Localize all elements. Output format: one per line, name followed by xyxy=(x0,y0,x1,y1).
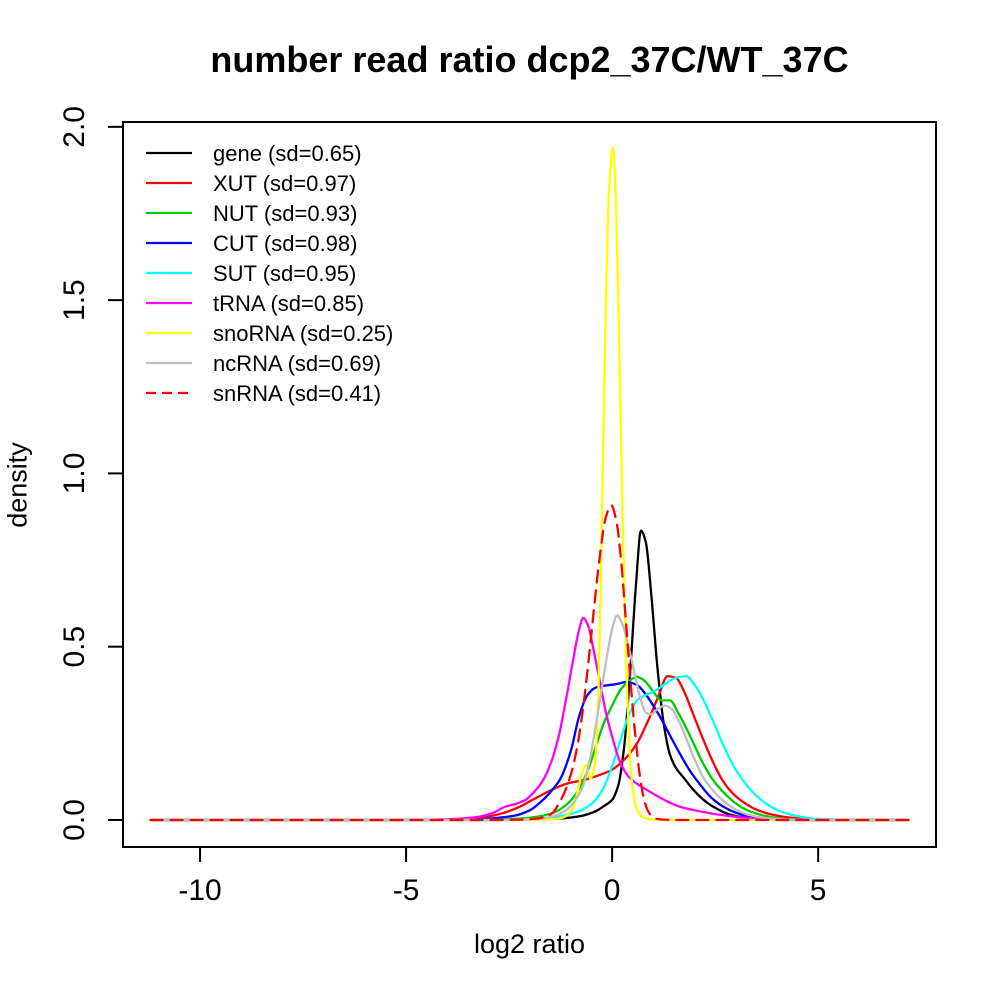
legend-label: snRNA (sd=0.41) xyxy=(213,381,381,406)
legend-item-tRNA: tRNA (sd=0.85) xyxy=(146,291,364,316)
x-tick-label: 5 xyxy=(810,874,827,907)
legend-item-XUT: XUT (sd=0.97) xyxy=(146,171,356,196)
legend-label: gene (sd=0.65) xyxy=(213,141,362,166)
legend-label: CUT (sd=0.98) xyxy=(213,231,357,256)
y-tick-label: 2.0 xyxy=(58,106,91,148)
y-tick-label: 0.5 xyxy=(58,626,91,668)
y-tick-label: 1.5 xyxy=(58,279,91,321)
density-curve-SUT xyxy=(149,674,910,822)
legend: gene (sd=0.65) XUT (sd=0.97) NUT (sd=0.93)… xyxy=(146,141,393,406)
legend-item-SUT: SUT (sd=0.95) xyxy=(146,261,356,286)
legend-label: XUT (sd=0.97) xyxy=(213,171,356,196)
density-curve-tRNA xyxy=(149,616,910,822)
x-tick-label: 0 xyxy=(604,874,621,907)
legend-item-CUT: CUT (sd=0.98) xyxy=(146,231,357,256)
density-curve-NUT xyxy=(149,675,910,822)
legend-item-gene: gene (sd=0.65) xyxy=(146,141,362,166)
density-curve-gene xyxy=(149,529,910,822)
x-tick-label: -5 xyxy=(393,874,420,907)
y-tick-label: 1.0 xyxy=(58,453,91,495)
density-curve-snRNA xyxy=(149,504,910,822)
density-curve-CUT xyxy=(149,680,910,822)
legend-label: SUT (sd=0.95) xyxy=(213,261,356,286)
legend-item-NUT: NUT (sd=0.93) xyxy=(146,201,357,226)
x-axis-label: log2 ratio xyxy=(473,929,586,959)
legend-label: snoRNA (sd=0.25) xyxy=(213,321,393,346)
x-tick-label: -10 xyxy=(178,874,221,907)
density-curve-XUT xyxy=(149,674,910,822)
plot-box xyxy=(122,121,937,848)
legend-label: NUT (sd=0.93) xyxy=(213,201,357,226)
y-tick-label: 0.0 xyxy=(58,799,91,841)
chart-title: number read ratio dcp2_37C/WT_37C xyxy=(210,39,849,80)
legend-item-snoRNA: snoRNA (sd=0.25) xyxy=(146,321,393,346)
legend-label: ncRNA (sd=0.69) xyxy=(213,351,381,376)
density-curve-ncRNA xyxy=(149,614,910,822)
legend-item-ncRNA: ncRNA (sd=0.69) xyxy=(146,351,381,376)
legend-item-snRNA: snRNA (sd=0.41) xyxy=(146,381,381,406)
legend-label: tRNA (sd=0.85) xyxy=(213,291,364,316)
